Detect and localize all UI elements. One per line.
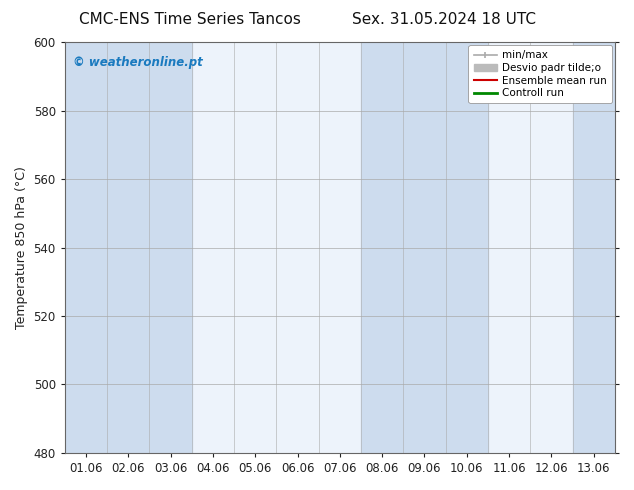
Bar [65, 42, 615, 453]
Legend: min/max, Desvio padr tilde;o, Ensemble mean run, Controll run: min/max, Desvio padr tilde;o, Ensemble m… [469, 45, 612, 103]
Bar [573, 42, 615, 453]
Text: CMC-ENS Time Series Tancos: CMC-ENS Time Series Tancos [79, 12, 301, 27]
Text: © weatheronline.pt: © weatheronline.pt [73, 56, 203, 70]
Bar [150, 42, 191, 453]
Bar [361, 42, 403, 453]
Bar [446, 42, 488, 453]
Bar [65, 42, 107, 453]
Y-axis label: Temperature 850 hPa (°C): Temperature 850 hPa (°C) [15, 166, 28, 329]
Bar [403, 42, 446, 453]
Text: Sex. 31.05.2024 18 UTC: Sex. 31.05.2024 18 UTC [352, 12, 536, 27]
Bar [107, 42, 150, 453]
